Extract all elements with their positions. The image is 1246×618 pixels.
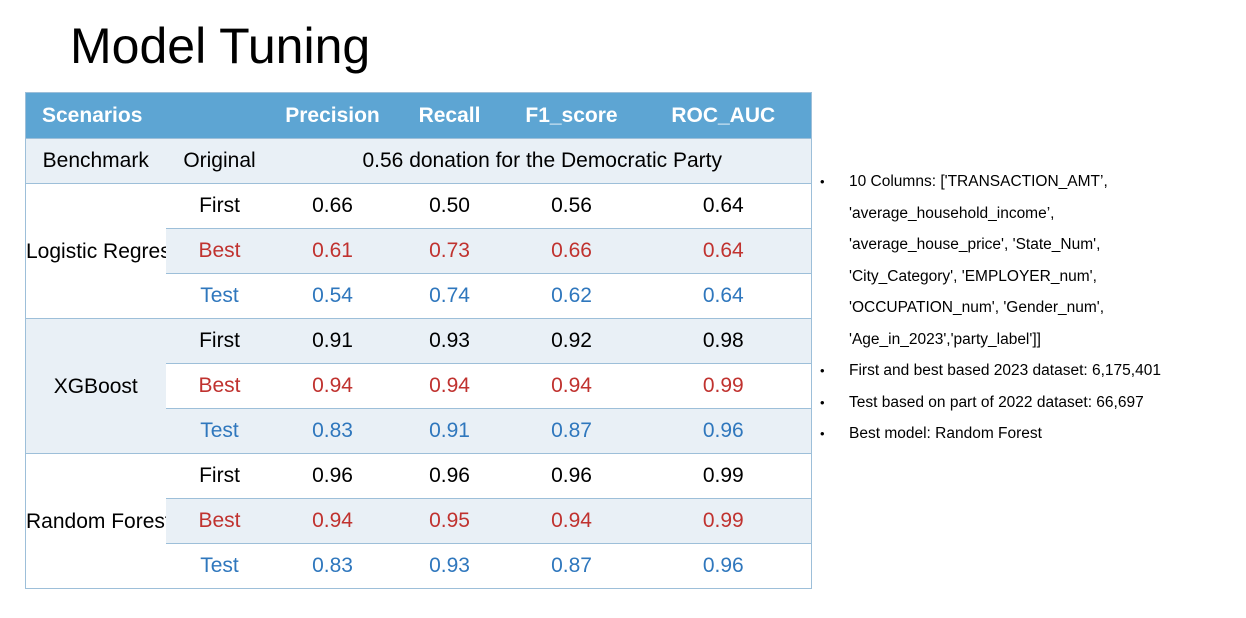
table-row: Best 0.94 0.95 0.94 0.99 xyxy=(26,498,812,544)
note-line: • Best model: Random Forest xyxy=(820,418,1240,450)
cell-roc: 0.64 xyxy=(635,228,812,274)
cell-precision: 0.61 xyxy=(273,228,392,274)
notes-list: • 10 Columns: ['TRANSACTION_AMT’, 'averag… xyxy=(820,166,1240,450)
cell-f1: 0.62 xyxy=(507,273,636,319)
cell-precision: 0.54 xyxy=(273,273,392,319)
cell-f1: 0.96 xyxy=(507,453,636,499)
table-row: Best 0.94 0.94 0.94 0.99 xyxy=(26,363,812,409)
table-row: Logistic Regression First 0.66 0.50 0.56… xyxy=(25,183,812,319)
row-label: Test xyxy=(165,543,274,589)
row-label: Test xyxy=(165,273,274,319)
cell-roc: 0.96 xyxy=(635,408,812,454)
row-label: First xyxy=(165,183,274,229)
note-text: 'OCCUPATION_num', 'Gender_num', xyxy=(849,299,1105,316)
cell-f1: 0.66 xyxy=(507,228,636,274)
note-text: 10 Columns: ['TRANSACTION_AMT’, xyxy=(849,173,1108,190)
table-header-row: Scenarios Precision Recall F1_score ROC_… xyxy=(25,92,812,139)
cell-recall: 0.95 xyxy=(391,498,508,544)
header-scenarios: Scenarios xyxy=(25,92,166,139)
benchmark-label: Benchmark xyxy=(25,138,166,184)
cell-recall: 0.74 xyxy=(391,273,508,319)
header-blank xyxy=(165,92,274,139)
cell-f1: 0.94 xyxy=(507,498,636,544)
page-title: Model Tuning xyxy=(70,18,371,74)
cell-recall: 0.96 xyxy=(391,453,508,499)
note-text: 'average_house_price', 'State_Num', xyxy=(849,236,1101,253)
note-line: 'OCCUPATION_num', 'Gender_num', xyxy=(820,292,1240,324)
cell-precision: 0.66 xyxy=(273,183,392,229)
cell-recall: 0.93 xyxy=(391,318,508,364)
note-line: • 10 Columns: ['TRANSACTION_AMT’, xyxy=(820,166,1240,198)
cell-precision: 0.94 xyxy=(273,498,392,544)
row-label: First xyxy=(165,318,274,364)
cell-precision: 0.91 xyxy=(273,318,392,364)
cell-precision: 0.94 xyxy=(273,363,392,409)
cell-roc: 0.99 xyxy=(635,453,812,499)
note-text: 'City_Category', 'EMPLOYER_num', xyxy=(849,267,1097,285)
row-label: Best xyxy=(165,498,274,544)
cell-roc: 0.99 xyxy=(635,498,812,544)
note-text: 'Age_in_2023','party_label']] xyxy=(849,330,1041,348)
bullet-icon: • xyxy=(820,363,825,378)
cell-recall: 0.91 xyxy=(391,408,508,454)
cell-recall: 0.50 xyxy=(391,183,508,229)
row-label: Best xyxy=(165,363,274,409)
note-line: • Test based on part of 2022 dataset: 66,… xyxy=(820,387,1240,419)
cell-f1: 0.94 xyxy=(507,363,636,409)
table-row: Best 0.61 0.73 0.66 0.64 xyxy=(26,228,812,274)
note-line: 'average_house_price', 'State_Num', xyxy=(820,229,1240,261)
group-logistic-regression: Logistic Regression xyxy=(25,183,166,319)
cell-f1: 0.56 xyxy=(507,183,636,229)
table-row: Test 0.83 0.93 0.87 0.96 xyxy=(26,543,812,589)
bullet-icon: • xyxy=(820,426,825,441)
group-xgboost: XGBoost xyxy=(25,318,166,454)
header-roc-auc: ROC_AUC xyxy=(635,92,812,139)
table-row: Random Forest First 0.96 0.96 0.96 0.99 xyxy=(25,453,812,589)
bullet-icon: • xyxy=(820,394,825,410)
cell-recall: 0.94 xyxy=(391,363,508,409)
header-precision: Precision xyxy=(273,92,392,139)
cell-roc: 0.64 xyxy=(635,273,812,319)
table-row: Test 0.83 0.91 0.87 0.96 xyxy=(26,408,812,454)
cell-roc: 0.98 xyxy=(635,318,812,364)
benchmark-text: 0.56 donation for the Democratic Party xyxy=(273,138,812,184)
cell-recall: 0.73 xyxy=(391,228,508,274)
cell-recall: 0.93 xyxy=(391,543,508,589)
note-text: First and best based 2023 dataset: 6,175… xyxy=(849,362,1161,379)
cell-precision: 0.96 xyxy=(273,453,392,499)
note-line: 'average_household_income’, xyxy=(820,198,1240,230)
table-row: Test 0.54 0.74 0.62 0.64 xyxy=(26,273,812,319)
table-row: XGBoost First 0.91 0.93 0.92 0.98 xyxy=(25,318,812,454)
cell-roc: 0.64 xyxy=(635,183,812,229)
note-text: 'average_household_income’, xyxy=(849,204,1055,222)
note-line: 'City_Category', 'EMPLOYER_num', xyxy=(820,261,1240,293)
group-random-forest: Random Forest xyxy=(25,453,166,589)
note-text: Best model: Random Forest xyxy=(849,425,1042,442)
benchmark-row: Benchmark Original 0.56 donation for the… xyxy=(25,138,812,184)
note-line: 'Age_in_2023','party_label']] xyxy=(820,324,1240,356)
cell-precision: 0.83 xyxy=(273,408,392,454)
row-label: Best xyxy=(165,228,274,274)
cell-f1: 0.87 xyxy=(507,408,636,454)
row-label: First xyxy=(165,453,274,499)
note-line: • First and best based 2023 dataset: 6,17… xyxy=(820,355,1240,387)
cell-roc: 0.96 xyxy=(635,543,812,589)
header-f1-score: F1_score xyxy=(507,92,636,139)
bullet-icon: • xyxy=(820,174,825,189)
header-recall: Recall xyxy=(391,92,508,139)
cell-f1: 0.87 xyxy=(507,543,636,589)
benchmark-sub: Original xyxy=(165,138,274,184)
row-label: Test xyxy=(165,408,274,454)
cell-f1: 0.92 xyxy=(507,318,636,364)
cell-roc: 0.99 xyxy=(635,363,812,409)
cell-precision: 0.83 xyxy=(273,543,392,589)
model-results-table: Scenarios Precision Recall F1_score ROC_… xyxy=(25,92,812,589)
note-text: Test based on part of 2022 dataset: 66,6… xyxy=(849,393,1144,411)
